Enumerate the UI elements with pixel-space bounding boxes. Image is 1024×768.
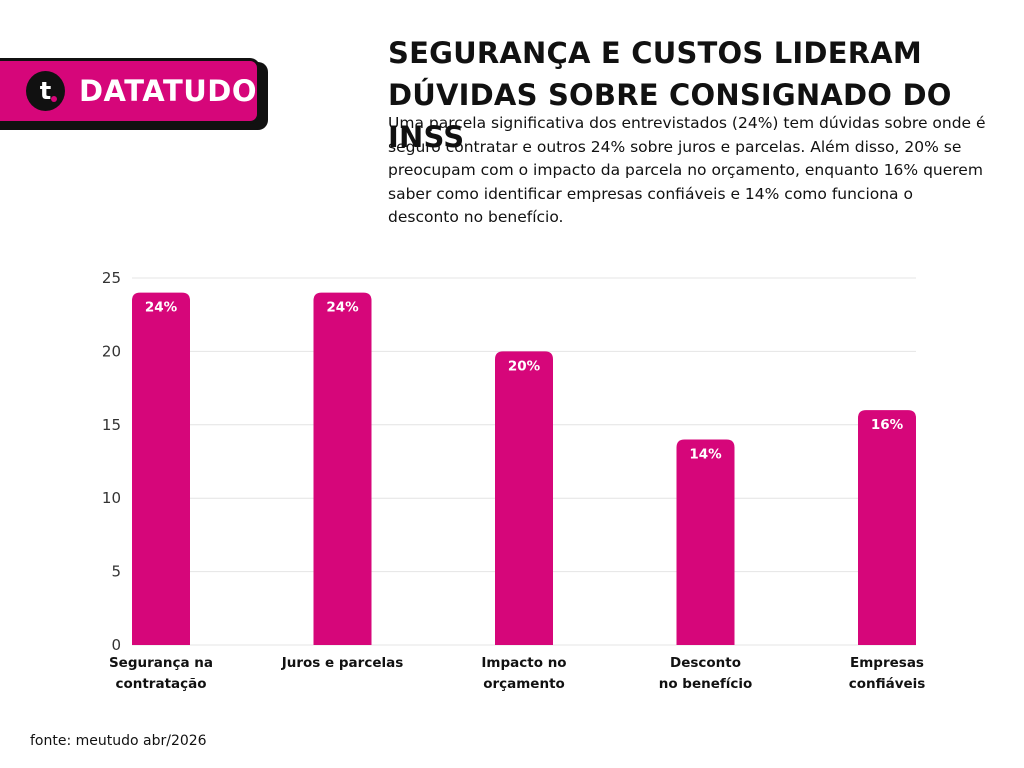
brand-logo-letter: t <box>39 77 52 105</box>
bar <box>858 410 916 645</box>
x-tick-label: Empresas <box>850 655 924 671</box>
x-tick-label: confiáveis <box>849 676 926 692</box>
y-tick-label: 10 <box>102 489 121 507</box>
x-tick-label: Impacto no <box>481 655 566 671</box>
bar <box>495 351 553 645</box>
y-tick-label: 25 <box>102 269 121 287</box>
brand-logo-icon: t <box>26 71 65 111</box>
x-tick-label: orçamento <box>483 676 565 692</box>
source-note: fonte: meutudo abr/2026 <box>30 733 207 749</box>
data-label: 16% <box>871 417 904 433</box>
x-tick-label: Segurança na <box>109 655 213 671</box>
data-label: 14% <box>689 446 722 462</box>
y-tick-label: 20 <box>102 342 121 360</box>
brand-name: DATATUDO <box>78 74 257 108</box>
y-tick-label: 15 <box>102 416 121 434</box>
bar <box>676 439 735 645</box>
brand-logo-dot <box>50 96 57 102</box>
y-tick-label: 5 <box>111 563 121 581</box>
chart-subtitle: Uma parcela significativa dos entrevista… <box>388 114 986 226</box>
x-tick-label: contratação <box>115 676 206 692</box>
bar <box>313 292 372 645</box>
data-label: 24% <box>326 300 359 316</box>
brand-badge: t DATATUDO <box>0 58 260 124</box>
x-tick-label: no benefício <box>659 676 753 692</box>
x-tick-label: Juros e parcelas <box>281 655 404 671</box>
y-tick-label: 0 <box>111 636 121 654</box>
data-label: 24% <box>145 300 178 316</box>
x-tick-label: Desconto <box>670 655 741 671</box>
bar <box>132 292 190 645</box>
data-label: 20% <box>508 358 541 374</box>
chart-title: SEGURANÇA E CUSTOS LIDERAM DÚVIDAS SOBRE… <box>388 36 952 154</box>
